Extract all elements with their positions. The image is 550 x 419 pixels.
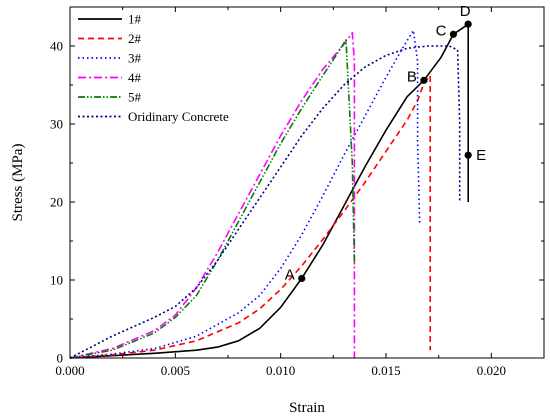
point-label-b: B xyxy=(407,68,417,85)
legend-label-6: Oridinary Concrete xyxy=(128,109,229,124)
point-marker-d xyxy=(464,20,472,28)
annotation-layer: A B CD E xyxy=(285,3,486,283)
series-line-2 xyxy=(69,74,431,359)
legend-label-4: 4# xyxy=(128,70,142,85)
ticks-layer: 0.000 0.005 0.010 0.015 0.020 0 10 20 30 40 xyxy=(50,7,544,378)
legend-label-3: 3# xyxy=(128,51,142,66)
y-tick-label: 30 xyxy=(50,117,63,132)
legend-label-5: 5# xyxy=(128,90,142,105)
y-tick-label: 0 xyxy=(57,351,64,366)
plot-frame xyxy=(69,6,545,359)
x-tick-label: 0.005 xyxy=(161,363,190,378)
series-line-6 xyxy=(69,45,461,359)
point-marker-c xyxy=(449,30,458,38)
x-tick-label: 0.015 xyxy=(371,363,400,378)
point-label-e: E xyxy=(476,147,486,164)
x-tick-label: 0.000 xyxy=(55,363,84,378)
y-tick-label: 40 xyxy=(50,39,63,54)
point-label-a: A xyxy=(285,266,295,283)
series-line-5 xyxy=(69,39,356,359)
point-marker-b xyxy=(420,76,428,84)
y-tick-label: 10 xyxy=(50,273,63,288)
series-line-3 xyxy=(69,29,421,359)
x-tick-label: 0.020 xyxy=(477,363,506,378)
y-tick-label: 20 xyxy=(50,195,63,210)
y-axis-title: Stress (MPa) xyxy=(10,144,26,222)
series-line-1 xyxy=(69,23,469,359)
point-marker-a xyxy=(298,274,306,283)
point-marker-e xyxy=(464,151,472,159)
legend: 1# 2# 3# 4# 5# Oridinary Concrete xyxy=(78,12,229,124)
series-line-4 xyxy=(69,31,356,359)
legend-label-2: 2# xyxy=(128,31,142,46)
point-label-d: D xyxy=(460,3,471,20)
point-label-c: C xyxy=(436,22,447,39)
x-tick-label: 0.010 xyxy=(266,363,295,378)
legend-label-1: 1# xyxy=(128,12,142,27)
x-axis-title: Strain xyxy=(289,400,325,416)
